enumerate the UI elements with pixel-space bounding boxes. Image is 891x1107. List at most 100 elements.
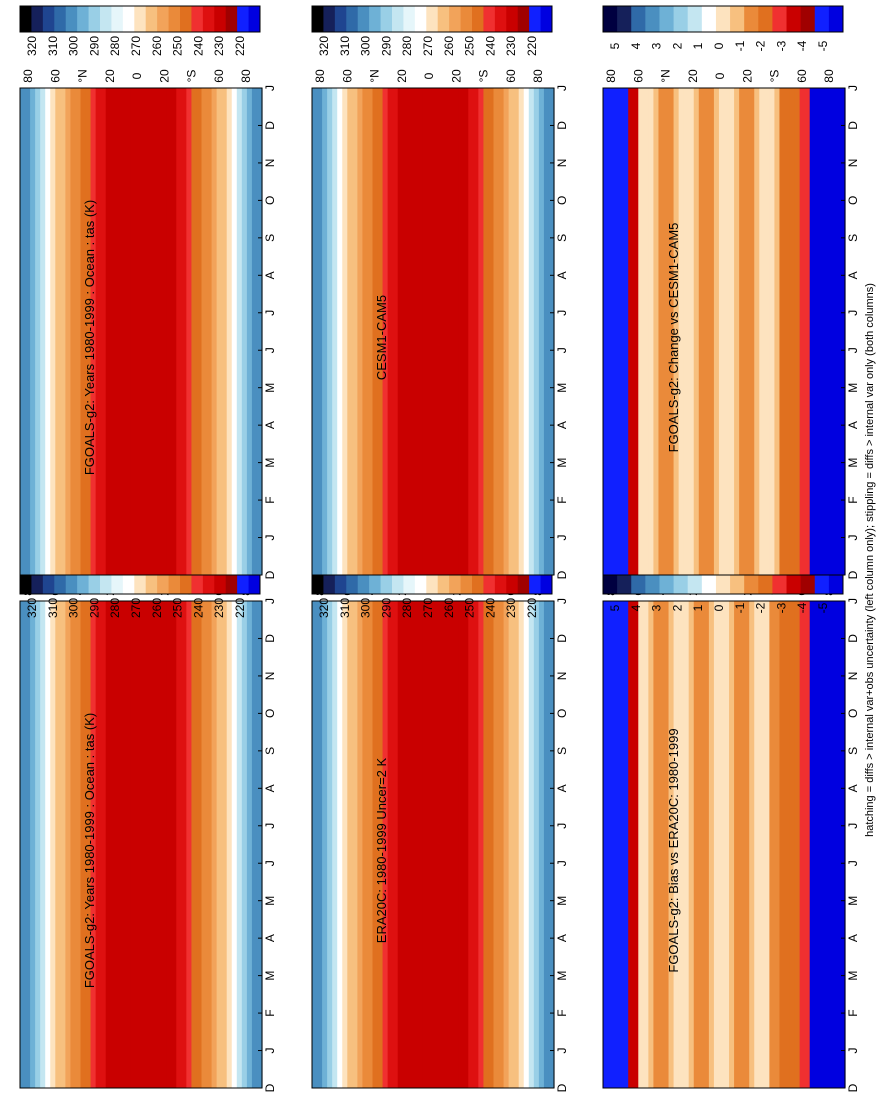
band [80,601,87,1088]
month-tick-label: O [555,709,569,718]
band [146,88,152,575]
band [789,88,796,575]
band [718,601,725,1088]
band [618,88,624,575]
band [397,601,404,1088]
band [125,88,132,575]
colorbar-swatch [483,568,496,594]
colorbar-swatch [357,6,370,32]
colorbar-swatch [346,568,359,594]
colorbar-label: 230 [504,36,518,56]
band [105,601,112,1088]
month-tick-label: A [846,271,860,279]
band [749,88,755,575]
colorbar-swatch [77,6,90,32]
band [633,601,639,1088]
band [759,601,765,1088]
colorbar-swatch [369,568,382,594]
colorbar-swatch [392,6,404,32]
band [55,601,61,1088]
colorbar-swatch [111,568,124,594]
lat-tick-label: 20 [686,69,700,83]
colorbar-swatch [31,568,44,594]
band [824,601,831,1088]
colorbar-label: 2 [670,604,684,611]
month-tick-label: D [263,634,277,643]
band [156,88,162,575]
band [186,601,193,1088]
month-tick-label: A [263,271,277,279]
colorbar-label: 310 [338,36,352,56]
colorbar-swatch [248,6,261,32]
colorbar-label: 310 [46,598,60,618]
band [789,601,796,1088]
month-tick-label: N [263,672,277,681]
band [533,601,540,1088]
band [236,601,243,1088]
colorbar-swatch [414,6,427,32]
band [548,601,555,1088]
band [438,601,444,1088]
band [799,88,806,575]
band [130,88,137,575]
band [342,601,348,1088]
band [744,88,750,575]
colorbar-label: 220 [233,598,247,618]
band [161,601,167,1088]
colorbar-swatch [517,6,530,32]
month-tick-label: J [263,598,277,604]
band [468,601,474,1088]
band [799,601,806,1088]
month-tick-label: O [846,196,860,205]
lat-tick-label: 80 [239,69,253,83]
colorbar-swatch [449,6,462,32]
colorbar-swatch [65,6,78,32]
colorbar-swatch [202,568,215,594]
band [769,88,776,575]
month-tick-label: M [555,458,569,468]
colorbar-label: 290 [379,598,393,618]
plot-frame [311,87,555,576]
panels-group: DJFMAMJJASONDJ8060°N20020°S6080FGOALS-g2… [19,5,860,1092]
colorbar-label: 270 [421,598,435,618]
colorbar-label: 250 [171,598,185,618]
colorbar-swatch [20,568,32,594]
colorbar-swatch [65,568,78,594]
band [60,601,66,1088]
colorbar-swatch [494,6,507,32]
band [523,601,530,1088]
month-tick-label: J [263,535,277,541]
band [151,601,157,1088]
colorbar-label: 300 [67,598,81,618]
colorbar-swatch [346,6,359,32]
colorbar-swatch [88,6,101,32]
month-tick-label: O [555,196,569,205]
band [110,88,117,575]
colorbar-swatch [20,6,32,32]
band [347,601,353,1088]
band [332,88,338,575]
colorbar-label: -1 [733,602,747,613]
colorbar-swatch [506,6,519,32]
colorbar-swatch [517,568,530,594]
lat-tick-label: 20 [103,69,117,83]
colorbar-label: 2 [670,42,684,49]
colorbar-swatch [42,6,55,32]
colorbar-swatch [202,6,215,32]
lat-tick-label: °N [368,69,382,82]
band [683,601,690,1088]
colorbar-label: 270 [421,36,435,56]
band [206,601,213,1088]
month-tick-label: S [263,747,277,755]
band [362,88,369,575]
colorbar-swatch [134,568,147,594]
band [105,88,112,575]
month-tick-label: M [263,971,277,981]
colorbar-swatch [426,6,439,32]
lat-tick-label: °N [659,69,673,82]
colorbar-label: 0 [712,42,726,49]
band [468,88,474,575]
band [693,88,700,575]
lat-tick-label: 80 [21,69,35,83]
band [45,601,51,1088]
